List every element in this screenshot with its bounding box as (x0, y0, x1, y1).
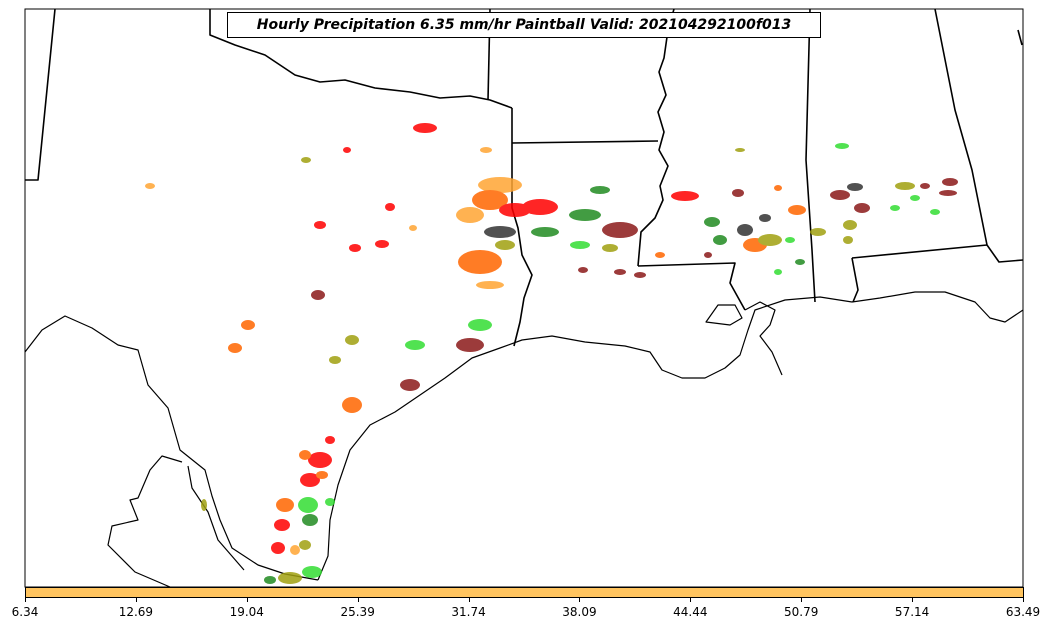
colorbar-tick (468, 598, 470, 602)
colorbar-tick (25, 598, 26, 602)
colorbar-tick-label: 19.04 (229, 605, 264, 619)
map-title-text: Hourly Precipitation 6.35 mm/hr Paintbal… (256, 17, 792, 33)
colorbar-tick-label: 44.44 (673, 605, 708, 619)
colorbar-tick (135, 598, 137, 602)
colorbar-tick-label: 6.34 (11, 605, 39, 619)
colorbar-tick-label: 12.69 (118, 605, 154, 619)
precipitation-contours (145, 123, 958, 584)
coastline-and-border (24, 291, 1024, 588)
state-boundaries (25, 8, 1024, 347)
colorbar-tick-label: 38.09 (562, 605, 597, 619)
map-title: Hourly Precipitation 6.35 mm/hr Paintbal… (227, 12, 821, 38)
colorbar-tick (579, 598, 581, 602)
colorbar-tick-label: 63.49 (1005, 605, 1041, 619)
colorbar-tick-label: 25.39 (340, 605, 375, 619)
colorbar-tick (801, 598, 803, 602)
colorbar-tick (690, 598, 692, 602)
colorbar (25, 587, 1024, 598)
colorbar-tick-label: 31.74 (451, 605, 486, 619)
colorbar-tick (246, 598, 248, 602)
colorbar-tick (912, 598, 914, 602)
colorbar-tick-label: 50.79 (784, 605, 819, 619)
colorbar-tick (357, 598, 359, 602)
colorbar-tick (1023, 598, 1024, 602)
colorbar-tick-label: 57.14 (894, 605, 930, 619)
